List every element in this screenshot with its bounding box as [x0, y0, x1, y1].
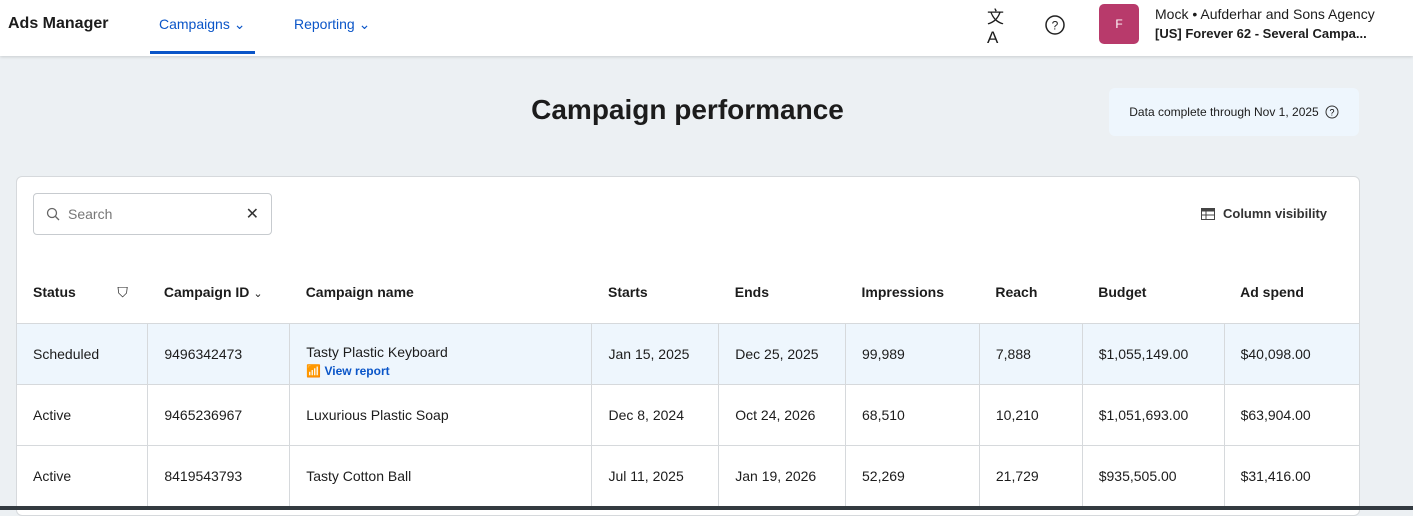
table-row[interactable]: Active 9465236967 Luxurious Plastic Soap…: [17, 384, 1359, 446]
cell-budget: $1,051,693.00: [1082, 384, 1225, 446]
cell-budget: $1,055,149.00: [1082, 323, 1225, 385]
table-row[interactable]: Scheduled 9496342473 Tasty Plastic Keybo…: [17, 323, 1359, 385]
cell-ad-spend: $40,098.00: [1224, 323, 1359, 385]
svg-text:?: ?: [1052, 19, 1059, 33]
note-text: Data complete through Nov 1, 2025: [1129, 105, 1319, 119]
nav-label: Reporting: [294, 16, 355, 32]
cell-campaign-id: 9465236967: [147, 384, 291, 446]
cell-budget: $935,505.00: [1082, 445, 1225, 507]
cell-campaign-id: 9496342473: [147, 323, 291, 385]
nav-campaigns[interactable]: Campaigns ⌄: [149, 16, 256, 54]
search-placeholder: Search: [68, 206, 113, 222]
cell-campaign-name: Luxurious Plastic Soap: [289, 384, 593, 446]
account-name[interactable]: [US] Forever 62 - Several Campa...: [1155, 26, 1367, 41]
app-title: Ads Manager: [8, 15, 109, 32]
column-visibility-button[interactable]: Column visibility: [1200, 206, 1327, 221]
nav-label: Campaigns: [159, 16, 230, 32]
cell-starts: Jul 11, 2025: [591, 445, 720, 507]
search-input[interactable]: Search ✕: [33, 193, 272, 235]
nav-reporting[interactable]: Reporting ⌄: [294, 16, 370, 33]
cell-campaign-id: 8419543793: [147, 445, 291, 507]
bottom-bar: [0, 506, 1413, 510]
chevron-down-icon: ⌄: [233, 16, 246, 32]
avatar[interactable]: F: [1099, 4, 1139, 44]
cell-campaign-name: Tasty Cotton Ball: [289, 445, 593, 507]
table-icon: [1200, 207, 1215, 220]
cell-ends: Jan 19, 2026: [718, 445, 846, 507]
col-ad-spend[interactable]: Ad spend: [1224, 262, 1359, 324]
chevron-down-icon: ⌄: [253, 288, 263, 301]
svg-text:?: ?: [1329, 108, 1334, 118]
campaign-table-card: Search ✕ Column visibility Status ⛉ Campa…: [16, 176, 1360, 516]
col-label: Status: [33, 283, 76, 300]
col-budget[interactable]: Budget: [1082, 262, 1225, 324]
bar-chart-icon: 📶: [306, 363, 322, 378]
table-row[interactable]: Active 8419543793 Tasty Cotton Ball Jul …: [17, 445, 1359, 507]
col-campaign-name[interactable]: Campaign name: [289, 262, 592, 324]
filter-icon[interactable]: ⛉: [117, 283, 128, 300]
cell-starts: Dec 8, 2024: [591, 384, 720, 446]
col-ends[interactable]: Ends: [718, 262, 846, 324]
page-title: Campaign performance: [531, 94, 844, 125]
column-visibility-label: Column visibility: [1222, 206, 1327, 221]
col-status[interactable]: Status ⛉: [17, 262, 148, 324]
help-icon[interactable]: ?: [1325, 105, 1339, 119]
cell-impressions: 68,510: [845, 384, 980, 446]
help-icon[interactable]: ?: [1043, 13, 1067, 37]
cell-reach: 10,210: [979, 384, 1083, 446]
campaign-table: Status ⛉ Campaign ID ⌄ Campaign name Star…: [17, 262, 1359, 507]
col-reach[interactable]: Reach: [979, 262, 1083, 324]
cell-ends: Dec 25, 2025: [718, 323, 846, 385]
view-report-link[interactable]: 📶 View report: [306, 364, 591, 378]
clear-icon[interactable]: ✕: [245, 206, 259, 223]
search-icon: [46, 207, 60, 221]
col-starts[interactable]: Starts: [591, 262, 719, 324]
cell-ad-spend: $63,904.00: [1224, 384, 1359, 446]
col-impressions[interactable]: Impressions: [845, 262, 980, 324]
cell-impressions: 52,269: [845, 445, 980, 507]
col-label: Campaign ID: [163, 284, 250, 301]
col-campaign-id[interactable]: Campaign ID ⌄: [147, 262, 290, 324]
translate-icon[interactable]: 文A: [987, 7, 1004, 47]
cell-campaign-name: Tasty Plastic Keyboard 📶 View report: [289, 323, 593, 385]
chevron-down-icon: ⌄: [358, 16, 371, 32]
top-bar: Ads Manager Campaigns ⌄ Reporting ⌄ 文A ?…: [0, 0, 1413, 56]
cell-status: Active: [17, 384, 149, 446]
cell-ad-spend: $31,416.00: [1224, 445, 1359, 507]
cell-starts: Jan 15, 2025: [591, 323, 720, 385]
campaign-name: Tasty Plastic Keyboard: [306, 343, 448, 360]
view-report-label: View report: [324, 363, 390, 378]
cell-impressions: 99,989: [845, 323, 980, 385]
cell-status: Active: [17, 445, 149, 507]
account-agency: Mock • Aufderhar and Sons Agency: [1155, 6, 1375, 22]
cell-reach: 21,729: [979, 445, 1083, 507]
data-complete-note: Data complete through Nov 1, 2025?: [1109, 88, 1359, 136]
cell-ends: Oct 24, 2026: [718, 384, 846, 446]
cell-status: Scheduled: [17, 323, 149, 385]
cell-reach: 7,888: [979, 323, 1083, 385]
